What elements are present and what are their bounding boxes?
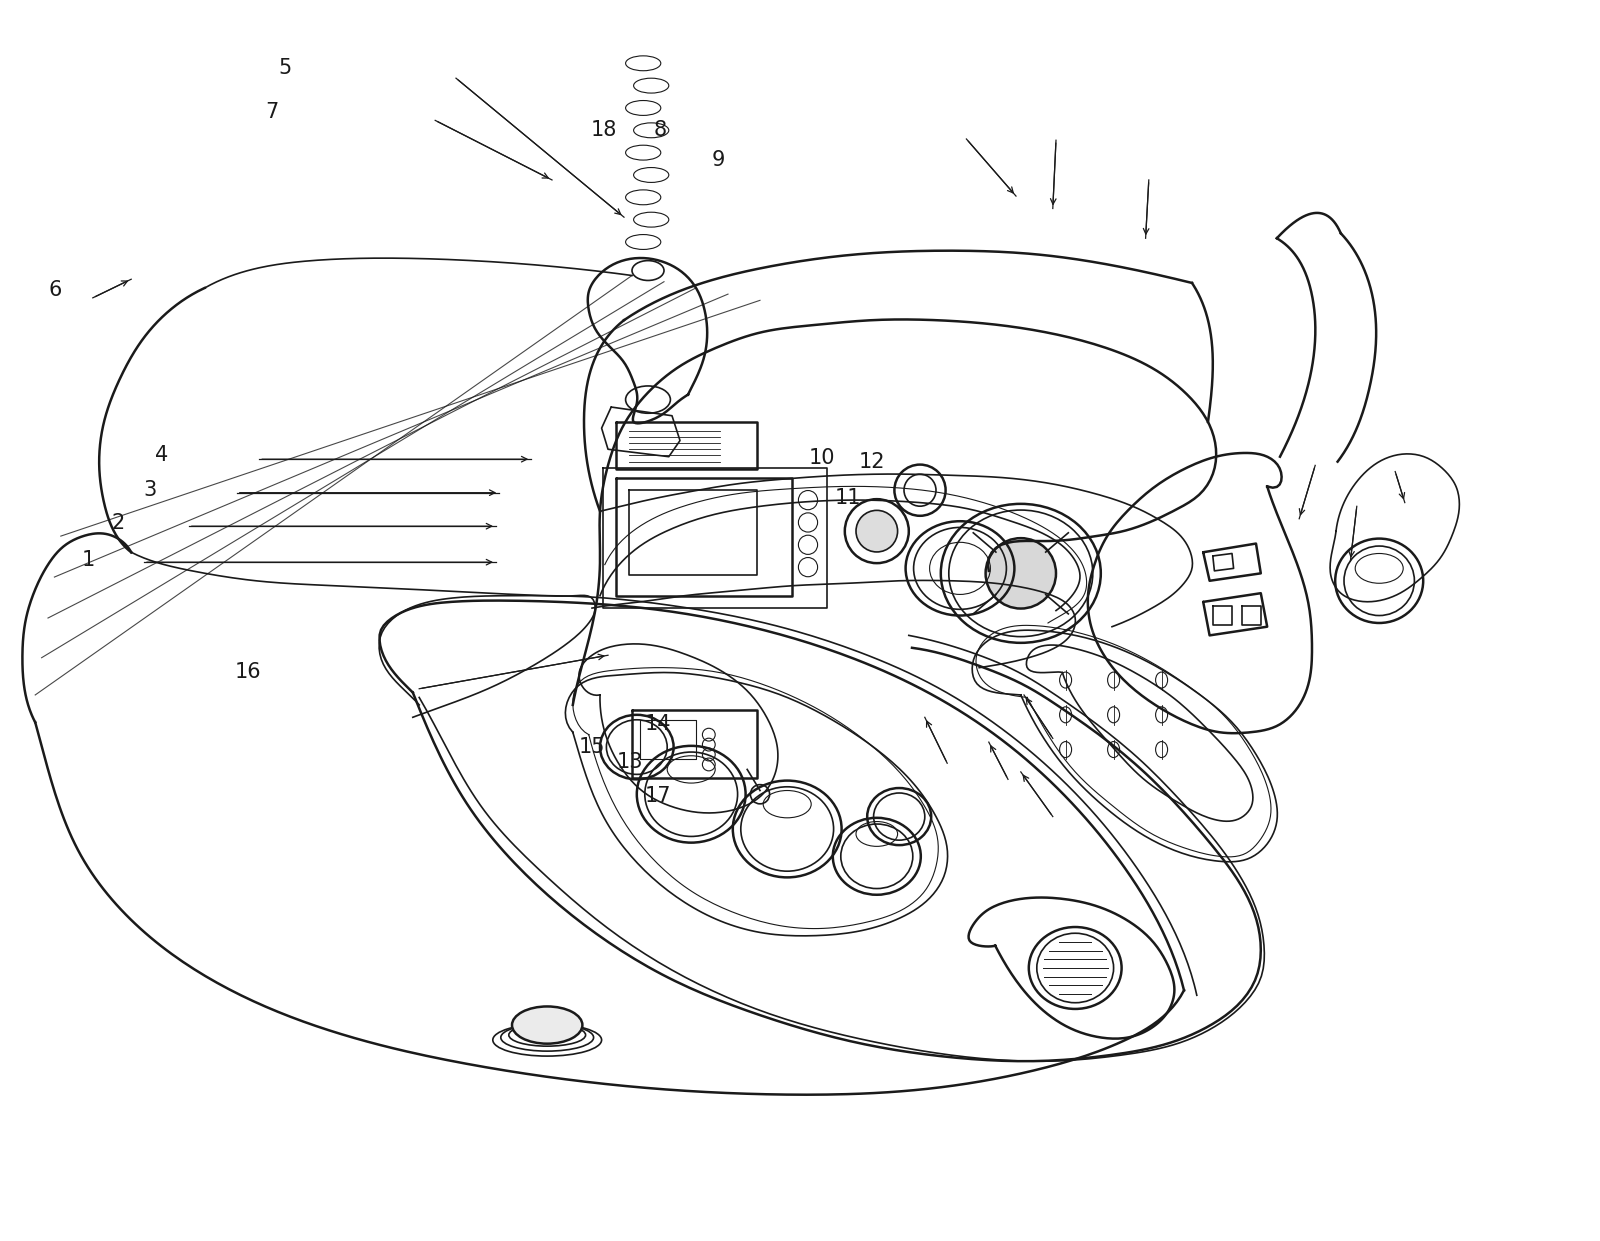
Text: 16: 16 [235, 661, 261, 683]
Text: 6: 6 [48, 280, 62, 300]
Text: 7: 7 [266, 102, 278, 122]
Text: 8: 8 [653, 120, 667, 140]
Circle shape [986, 539, 1056, 608]
Text: 1: 1 [82, 550, 94, 570]
Text: 15: 15 [579, 737, 605, 757]
Text: 18: 18 [590, 120, 618, 140]
Text: 12: 12 [859, 452, 885, 472]
Text: 14: 14 [645, 714, 672, 733]
Text: 2: 2 [112, 513, 125, 532]
Text: 3: 3 [144, 480, 157, 500]
Text: 4: 4 [155, 446, 168, 465]
Ellipse shape [512, 1006, 582, 1044]
Text: 10: 10 [808, 448, 835, 468]
Text: 9: 9 [712, 150, 725, 170]
Text: 5: 5 [278, 58, 291, 78]
Circle shape [856, 510, 898, 552]
Text: 13: 13 [616, 752, 643, 772]
Text: 17: 17 [645, 786, 672, 805]
Text: 11: 11 [835, 488, 861, 508]
